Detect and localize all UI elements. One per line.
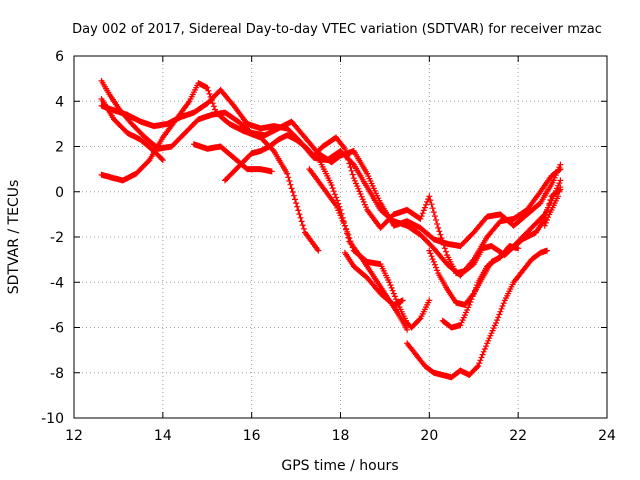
x-tick-label: 22 — [509, 428, 527, 444]
series-arc9 — [341, 249, 406, 308]
plus-markers — [341, 249, 406, 308]
x-tick-label: 16 — [243, 428, 261, 444]
plus-markers — [98, 77, 564, 250]
plus-markers — [404, 247, 550, 381]
plus-markers — [426, 243, 522, 308]
x-tick-label: 20 — [420, 428, 438, 444]
axis-ticks — [73, 55, 608, 419]
x-tick-label: 24 — [598, 428, 616, 444]
y-tick-label: -2 — [50, 230, 64, 246]
y-tick-label: -6 — [50, 321, 64, 337]
series-arc11 — [426, 243, 522, 308]
series-arc6 — [190, 141, 275, 175]
x-axis-label: GPS time / hours — [281, 458, 398, 474]
x-tick-label: 12 — [65, 428, 83, 444]
series-arc5 — [222, 132, 564, 277]
x-tick-label: 14 — [154, 428, 172, 444]
plus-markers — [98, 96, 166, 164]
data-series — [98, 77, 564, 381]
y-tick-label: 6 — [55, 49, 64, 65]
series-arc13 — [541, 184, 564, 229]
grid-lines — [74, 56, 607, 418]
y-tick-label: 4 — [55, 94, 64, 110]
y-tick-label: -4 — [50, 275, 64, 291]
x-tick-label: 18 — [332, 428, 350, 444]
y-tick-labels: -10 -8 -6 -4 -2 0 2 4 6 — [41, 49, 64, 427]
plus-markers — [190, 141, 275, 175]
series-arc1 — [98, 80, 322, 254]
series-arc12 — [404, 247, 550, 381]
y-tick-label: 0 — [55, 185, 64, 201]
series-arc2 — [98, 77, 564, 250]
plus-markers — [541, 184, 564, 229]
y-tick-label: -10 — [41, 411, 64, 427]
y-axis-label: SDTVAR / TECUs — [6, 180, 22, 295]
series-arc4 — [98, 96, 166, 164]
chart-title: Day 002 of 2017, Sidereal Day-to-day VTE… — [72, 22, 602, 37]
y-tick-label: -8 — [50, 366, 64, 382]
x-tick-labels: 12 14 16 18 20 22 24 — [65, 428, 616, 444]
plus-markers — [222, 132, 564, 277]
y-tick-label: 2 — [55, 140, 64, 156]
plus-markers — [98, 80, 322, 254]
